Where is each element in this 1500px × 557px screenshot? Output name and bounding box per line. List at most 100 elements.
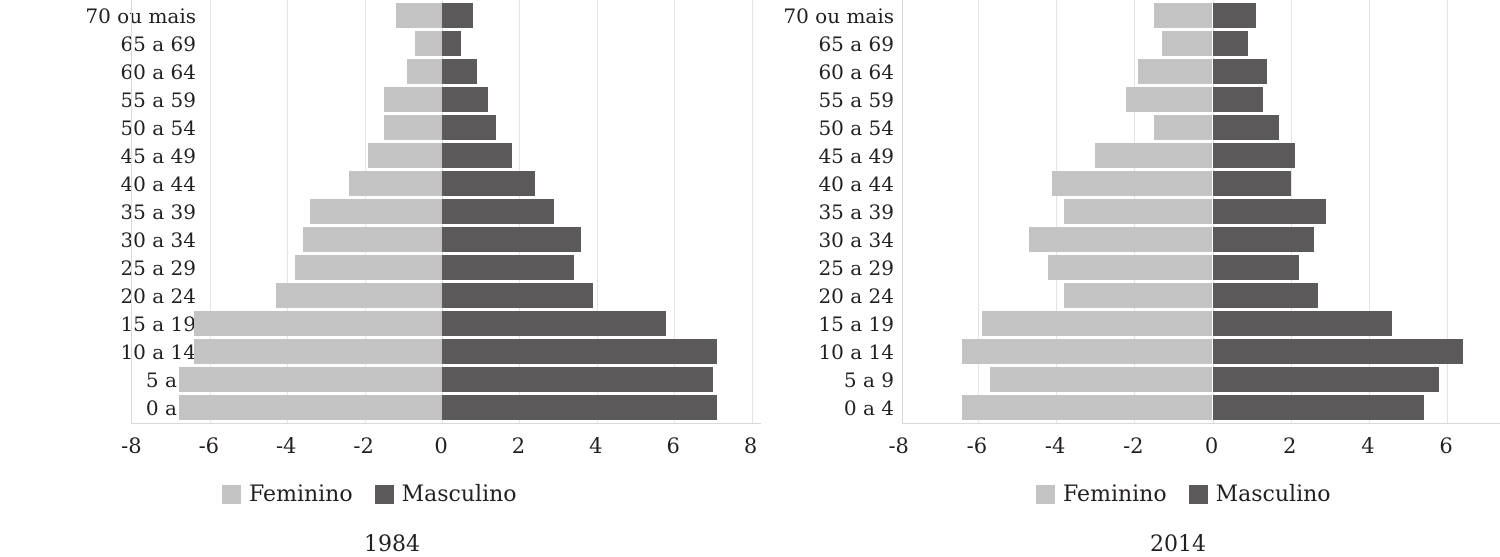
bar-masculino xyxy=(442,171,535,196)
bar-masculino xyxy=(442,31,462,56)
x-tick-label: 2 xyxy=(1283,434,1297,458)
x-tick-label: -4 xyxy=(275,434,297,458)
bar-masculino xyxy=(1212,143,1295,168)
bar-feminino xyxy=(368,143,442,168)
legend-label-feminino: Feminino xyxy=(249,482,353,507)
bar-feminino xyxy=(294,255,442,280)
legend-label-feminino: Feminino xyxy=(1063,482,1167,507)
bar-masculino xyxy=(1212,311,1393,336)
plot-area xyxy=(131,0,761,424)
legend-label-masculino: Masculino xyxy=(401,482,517,507)
bar-feminino xyxy=(1153,115,1213,140)
bar-feminino xyxy=(962,339,1213,364)
gridline xyxy=(1368,0,1370,423)
bar-masculino xyxy=(1212,3,1256,28)
bar-masculino xyxy=(1212,31,1248,56)
x-tick-label: 0 xyxy=(434,434,448,458)
age-group-label: 45 a 49 xyxy=(818,143,894,168)
bar-feminino xyxy=(1063,199,1213,224)
bar-masculino xyxy=(1212,199,1326,224)
bar-masculino xyxy=(442,255,574,280)
population-pyramid-2014: 70 ou mais 65 a 69 60 a 64 55 a 59 50 a 54 45… xyxy=(760,0,1500,557)
gridline xyxy=(596,0,598,423)
bar-feminino xyxy=(178,367,442,392)
x-tick-label: 4 xyxy=(1361,434,1375,458)
bar-feminino xyxy=(1095,143,1213,168)
bar-masculino xyxy=(442,339,717,364)
bar-feminino xyxy=(1052,171,1213,196)
bar-masculino xyxy=(442,227,582,252)
age-group-label: 30 a 34 xyxy=(120,227,196,252)
bar-feminino xyxy=(310,199,442,224)
age-group-label: 10 a 14 xyxy=(120,339,196,364)
age-group-label: 70 ou mais xyxy=(783,3,894,28)
bar-masculino xyxy=(442,283,593,308)
bar-feminino xyxy=(383,115,442,140)
gridline xyxy=(674,0,676,423)
bar-feminino xyxy=(407,59,442,84)
bar-feminino xyxy=(414,31,442,56)
population-pyramid-1984: 70 ou mais 65 a 69 60 a 64 55 a 59 50 a 54 45… xyxy=(0,0,761,557)
swatch-feminino-icon xyxy=(222,485,241,504)
chart-year-label: 2014 xyxy=(1150,532,1206,557)
bar-masculino xyxy=(442,87,489,112)
age-group-label: 65 a 69 xyxy=(120,31,196,56)
gridline xyxy=(209,0,211,423)
bar-feminino xyxy=(275,283,442,308)
legend: Feminino Masculino xyxy=(1036,482,1353,507)
age-group-label: 30 a 34 xyxy=(818,227,894,252)
x-tick-label: -6 xyxy=(198,434,220,458)
age-group-labels: 70 ou mais 65 a 69 60 a 64 55 a 59 50 a 54 45… xyxy=(0,0,196,423)
bar-masculino xyxy=(442,115,497,140)
x-tick-label: -8 xyxy=(888,434,909,458)
age-group-label: 65 a 69 xyxy=(818,31,894,56)
bar-feminino xyxy=(302,227,442,252)
x-tick-label: 0 xyxy=(1204,434,1219,458)
x-tick-label: -2 xyxy=(1123,434,1144,458)
bar-masculino xyxy=(442,143,512,168)
bar-feminino xyxy=(1063,283,1213,308)
x-tick-label: 8 xyxy=(743,434,758,458)
bar-feminino xyxy=(1153,3,1213,28)
age-group-label: 25 a 29 xyxy=(818,255,894,280)
bar-masculino xyxy=(1212,171,1291,196)
legend-item-feminino: Feminino xyxy=(222,482,353,507)
bar-masculino xyxy=(442,311,667,336)
bar-feminino xyxy=(1138,59,1213,84)
age-group-label: 15 a 19 xyxy=(818,311,894,336)
swatch-masculino-icon xyxy=(1188,485,1208,504)
bar-masculino xyxy=(442,395,717,420)
age-group-label: 55 a 59 xyxy=(120,87,196,112)
x-tick-label: -8 xyxy=(121,434,142,458)
bar-masculino xyxy=(442,59,477,84)
bar-masculino xyxy=(1212,339,1463,364)
legend: Feminino Masculino xyxy=(222,482,539,507)
x-tick-label: -2 xyxy=(353,434,374,458)
bar-feminino xyxy=(383,87,442,112)
age-group-label: 10 a 14 xyxy=(818,339,894,364)
bar-feminino xyxy=(178,395,442,420)
gridline xyxy=(751,0,753,423)
bar-feminino xyxy=(1048,255,1213,280)
age-group-label: 50 a 54 xyxy=(120,115,196,140)
bar-feminino xyxy=(1126,87,1213,112)
bar-feminino xyxy=(194,339,442,364)
x-tick-label: -6 xyxy=(966,434,988,458)
bar-feminino xyxy=(962,395,1213,420)
age-group-label: 45 a 49 xyxy=(120,143,196,168)
age-group-label: 40 a 44 xyxy=(818,171,894,196)
bar-masculino xyxy=(442,367,713,392)
age-group-label: 35 a 39 xyxy=(818,199,894,224)
bar-masculino xyxy=(1212,395,1424,420)
bar-masculino xyxy=(1212,283,1319,308)
age-group-label: 15 a 19 xyxy=(120,311,196,336)
age-group-label: 55 a 59 xyxy=(818,87,894,112)
bar-feminino xyxy=(981,311,1213,336)
x-tick-label: 2 xyxy=(511,434,526,458)
bar-masculino xyxy=(1212,367,1440,392)
bar-feminino xyxy=(1161,31,1213,56)
swatch-masculino-icon xyxy=(374,485,394,504)
x-tick-label: 4 xyxy=(589,434,603,458)
legend-item-masculino: Masculino xyxy=(1188,482,1331,507)
age-group-label: 25 a 29 xyxy=(120,255,196,280)
